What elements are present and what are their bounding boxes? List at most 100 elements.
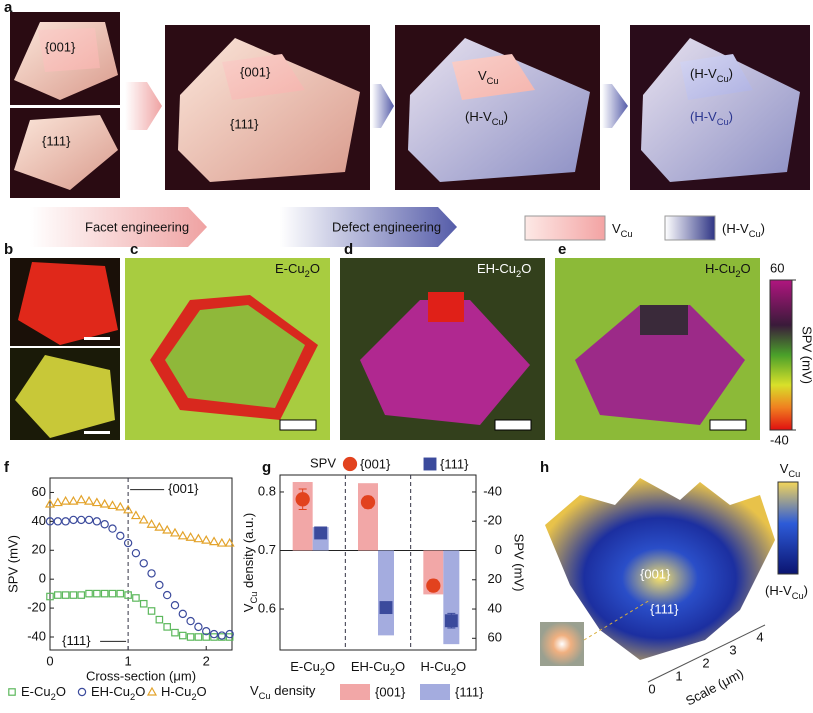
text-part: (H-V [465, 109, 492, 124]
marker [194, 633, 203, 641]
defect-label: VCu [478, 68, 499, 86]
bar [443, 550, 460, 645]
text-part: V [612, 221, 621, 236]
y2-tick-label: 40 [488, 600, 502, 615]
panel-label: d [344, 241, 353, 258]
legend-title: SPV [310, 455, 336, 470]
subscript: 2 [735, 269, 740, 279]
marker [124, 591, 132, 599]
subscript: 2 [451, 667, 456, 677]
marker [132, 594, 140, 602]
subscript: Cu [792, 591, 804, 601]
y-tick-label: 0.8 [258, 483, 276, 498]
crystal-top [640, 305, 688, 335]
text-part: O [325, 659, 335, 674]
x-tick-label: 0 [46, 653, 53, 668]
marker [69, 515, 78, 525]
axis-tick-label: 2 [702, 655, 709, 670]
axis [647, 624, 766, 683]
text-part: ) [729, 66, 733, 81]
marker [100, 520, 109, 529]
marker [194, 622, 203, 632]
arrow [280, 207, 457, 247]
marker [444, 614, 458, 628]
marker [84, 515, 94, 525]
marker [162, 524, 173, 534]
guide [583, 599, 651, 641]
panel-label: c [130, 241, 138, 258]
text-part: O [310, 261, 320, 276]
panel-label: b [4, 241, 13, 258]
marker [147, 569, 156, 578]
defect-label: (H-VCu) [690, 66, 733, 84]
inset-photo [540, 622, 584, 666]
marker [169, 527, 181, 537]
axis-tick-label: 3 [729, 642, 736, 657]
y-tick-label: 20 [32, 542, 46, 557]
marker [185, 532, 196, 541]
marker [123, 538, 133, 548]
scale-bar [84, 337, 110, 340]
subscript: Cu [487, 76, 499, 86]
y-tick-label: 0 [39, 571, 46, 586]
colorbar-label: VCu [780, 461, 801, 479]
y-tick-label: 60 [32, 484, 46, 499]
defect-label: (H-VCu) [690, 109, 733, 127]
scale-bar [709, 419, 747, 431]
axis-label: Scale (μm) [683, 666, 746, 709]
x-tick-label: 1 [124, 653, 131, 668]
text-part: H-Cu [705, 261, 735, 276]
subscript: 2 [516, 269, 521, 279]
marker [116, 589, 125, 598]
legend-swatch [420, 684, 450, 700]
marker [139, 599, 148, 608]
text-part: (H-V [765, 583, 792, 598]
marker [116, 531, 125, 541]
plot-frame [279, 474, 477, 651]
y2-axis-label: SPV (mV) [512, 534, 527, 592]
crystal [178, 38, 360, 182]
y-tick-label: 0.6 [258, 600, 276, 615]
legend-text: EH-Cu2O [91, 684, 145, 702]
legend-marker [8, 688, 16, 696]
marker [178, 631, 187, 640]
text-part: (H-V [690, 66, 717, 81]
defect-label: (H-VCu) [465, 109, 508, 127]
crystal [14, 115, 118, 190]
arrow [30, 207, 207, 247]
legend-text: {001} [360, 456, 391, 471]
subscript: Cu [717, 74, 729, 84]
sample-label: E-Cu2O [275, 261, 320, 279]
colorbar-label: (H-VCu) [765, 583, 808, 601]
marker [108, 589, 117, 598]
bar [358, 483, 378, 551]
marker [44, 498, 56, 508]
panel-label: g [262, 459, 271, 476]
text-part: O [456, 659, 466, 674]
crystal [641, 38, 800, 182]
colorbar-tick-label: 60 [770, 260, 784, 275]
text-part: EH-Cu [91, 684, 130, 699]
text-part: V [250, 683, 259, 698]
x-tick-label: H-Cu2O [420, 659, 466, 677]
legend-marker [146, 686, 158, 696]
text-part: density [271, 683, 316, 698]
marker [217, 631, 227, 640]
text-part: ) [729, 109, 733, 124]
colorbar [777, 481, 799, 575]
scale-bar [84, 431, 110, 434]
marker [45, 517, 55, 526]
crystal-top [428, 292, 464, 322]
legend-swatch [340, 684, 370, 700]
panel-label: e [558, 241, 566, 258]
colorbar-tick-label: -40 [770, 432, 789, 447]
marker [186, 633, 195, 641]
subscript: Cu [249, 592, 259, 604]
text-part: E-Cu [275, 261, 305, 276]
legend-swatch [664, 215, 716, 241]
marker [171, 628, 179, 637]
y-tick-label: 0.7 [258, 542, 276, 557]
sample-label: EH-Cu2O [477, 261, 531, 279]
axis-tick-label: 1 [675, 668, 682, 683]
marker [154, 521, 165, 531]
